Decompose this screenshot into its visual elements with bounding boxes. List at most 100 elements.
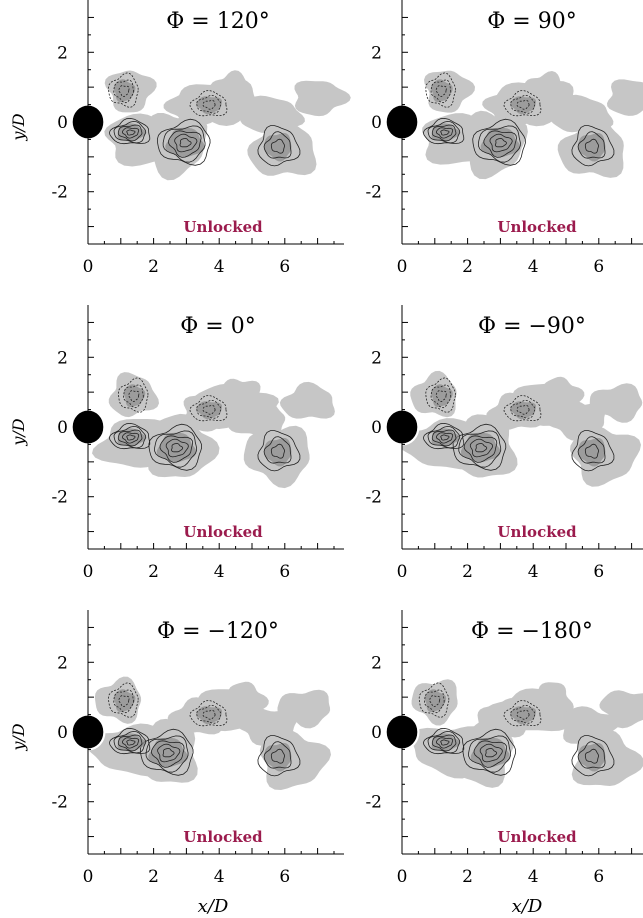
y-tick-label: 2 (57, 653, 68, 673)
x-tick-label: 2 (462, 867, 473, 887)
vortex-core (510, 401, 537, 420)
contour-line (516, 404, 530, 415)
vortex-core (431, 79, 453, 103)
contour-line (118, 85, 130, 97)
contour-line (431, 124, 457, 142)
x-tick-label: 4 (528, 562, 539, 582)
status-label: Unlocked (497, 523, 577, 541)
contour-line (422, 117, 465, 145)
status-label: Unlocked (183, 523, 263, 541)
contour-line (162, 747, 175, 758)
contour-line (577, 131, 606, 159)
contour-line (117, 124, 143, 142)
wake-region (599, 690, 643, 729)
contour-line (157, 743, 181, 763)
contour-field (422, 70, 643, 180)
vortex-core (123, 384, 146, 408)
contour-line (429, 695, 441, 707)
contour-field (88, 676, 331, 790)
x-tick-label: 4 (528, 257, 539, 277)
contour-line (475, 442, 488, 453)
y-tick-label: -2 (365, 793, 382, 813)
status-label: Unlocked (183, 218, 263, 236)
x-tick-label: 2 (148, 562, 159, 582)
x-tick-label: 2 (148, 867, 159, 887)
wake-region (277, 689, 331, 729)
contour-line (427, 730, 461, 754)
vortex-core (196, 401, 223, 420)
contour-line (257, 125, 301, 167)
vortex-core (113, 79, 136, 103)
contour-line (202, 709, 216, 720)
contour-line (485, 747, 498, 758)
contour-line (427, 120, 461, 144)
y-tick-label: 0 (57, 723, 68, 743)
vortex-core (196, 96, 223, 115)
contour-line (122, 432, 140, 444)
contour-line (577, 741, 606, 769)
contour-line (436, 432, 454, 444)
wake-region (542, 376, 585, 414)
contour-line (477, 125, 521, 163)
x-tick-label: 2 (148, 257, 159, 277)
x-tick-label: 6 (593, 867, 604, 887)
vortex-core (196, 706, 223, 725)
panel-phi-120: -2 0 2 0 2 4 6 Φ = 120° Unlocked y/D (9, 0, 351, 277)
contour-line (113, 425, 147, 449)
contour-field (402, 370, 643, 487)
wake-region (545, 403, 606, 441)
contour-line (179, 137, 192, 148)
panel-title: Φ = −180° (471, 619, 593, 644)
panel-phi-minus-180: -2 0 2 0 2 4 6 Φ = −180° Unlocked x/D (365, 610, 643, 917)
contour-line (171, 442, 184, 453)
contour-line (108, 422, 151, 450)
contour-line (168, 130, 202, 158)
contour-line (139, 728, 194, 776)
contour-line (257, 735, 301, 777)
contour-line (126, 129, 136, 136)
x-tick-label: 2 (462, 562, 473, 582)
contour-line (436, 737, 454, 749)
y-tick-label: 0 (371, 418, 382, 438)
contour-line (126, 434, 136, 441)
contour-line (510, 704, 536, 724)
y-tick-label: 0 (57, 418, 68, 438)
y-axis-label: y/D (9, 723, 28, 751)
contour-line (202, 99, 216, 110)
contour-line (151, 740, 185, 768)
contour-line (159, 435, 194, 463)
y-tick-label: 2 (371, 43, 382, 63)
contour-line (430, 384, 452, 409)
contour-line (108, 682, 139, 718)
wake-region (235, 707, 298, 746)
contour-line (270, 443, 285, 459)
contour-line (196, 399, 222, 419)
x-tick-label: 6 (279, 562, 290, 582)
contour-line (584, 748, 599, 764)
y-axis-label: y/D (9, 113, 28, 141)
status-label: Unlocked (183, 828, 263, 846)
y-axis-label: y/D (9, 418, 28, 446)
contour-line (257, 430, 301, 472)
x-tick-label: 4 (214, 867, 225, 887)
contour-line (263, 741, 292, 769)
contour-line (154, 430, 198, 468)
y-tick-label: -2 (51, 183, 68, 203)
vortex-core (263, 437, 292, 467)
contour-line (270, 748, 285, 764)
contour-line (516, 709, 530, 720)
vortex-core (577, 742, 606, 772)
contour-line (122, 737, 140, 749)
y-tick-label: 2 (57, 348, 68, 368)
contour-line (424, 689, 445, 714)
contour-line (418, 682, 450, 718)
contour-line (479, 743, 503, 763)
contour-line (571, 735, 615, 777)
x-tick-label: 6 (279, 867, 290, 887)
contour-line (128, 390, 140, 402)
contour-line (422, 422, 465, 450)
y-tick-label: 2 (57, 43, 68, 63)
wake-region (571, 729, 643, 786)
panel-phi-minus-90: -2 0 2 0 2 4 6 Φ = −90° Unlocked (365, 305, 643, 582)
